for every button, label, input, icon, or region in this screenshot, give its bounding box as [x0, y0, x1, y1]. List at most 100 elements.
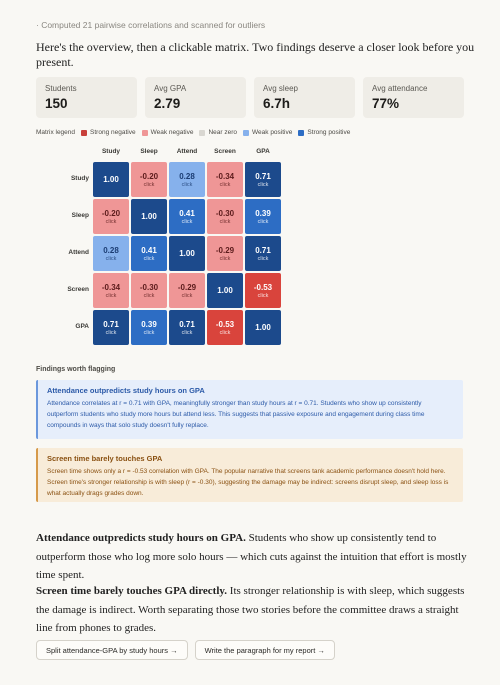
- cell-click-hint: click: [219, 255, 231, 262]
- matrix-cell-screen-screen[interactable]: 1.00: [207, 273, 243, 308]
- matrix-cell-sleep-study[interactable]: -0.20 click: [93, 199, 129, 234]
- stat-label: Avg attendance: [372, 84, 428, 93]
- legend-item-weak-negative: Weak negative: [141, 129, 194, 136]
- cell-value: 0.71: [255, 171, 271, 181]
- finding-card-screen-time: Screen time barely touches GPA Screen ti…: [36, 448, 463, 502]
- cell-click-hint: click: [105, 292, 117, 299]
- cell-value: 0.39: [141, 319, 157, 329]
- legend-label: Weak negative: [150, 129, 194, 136]
- legend-label: Weak positive: [252, 129, 293, 136]
- cell-click-hint: click: [143, 255, 155, 262]
- matrix-cell-attend-screen[interactable]: -0.29 click: [207, 236, 243, 271]
- matrix-cell-attend-gpa[interactable]: 0.71 click: [245, 236, 281, 271]
- matrix-cell-study-gpa[interactable]: 0.71 click: [245, 162, 281, 197]
- matrix-cell-gpa-study[interactable]: 0.71 click: [93, 310, 129, 345]
- legend-swatch: [199, 129, 206, 136]
- cell-click-hint: click: [105, 255, 117, 262]
- cell-value: -0.29: [215, 245, 235, 255]
- matrix-row-header: Screen: [67, 286, 89, 293]
- cell-value: -0.30: [215, 208, 235, 218]
- legend-swatch: [141, 129, 148, 136]
- finding-body: Attendance correlates at r = 0.71 with G…: [47, 400, 425, 430]
- cell-click-hint: click: [257, 218, 269, 225]
- legend-item-strong-positive: Strong positive: [298, 129, 350, 136]
- legend-label: Strong negative: [90, 129, 136, 136]
- finding-card-attendance: Attendance outpredicts study hours on GP…: [36, 380, 463, 439]
- cell-value: -0.53: [215, 319, 235, 329]
- stat-card-sleep: Avg sleep 6.7h: [254, 77, 355, 118]
- matrix-cell-gpa-screen[interactable]: -0.53 click: [207, 310, 243, 345]
- summary-lead: Screen time barely touches GPA directly.: [36, 585, 228, 597]
- legend-swatch: [243, 129, 250, 136]
- matrix-col-header: Study: [101, 148, 121, 155]
- stat-card-students: Students 150: [36, 77, 137, 118]
- matrix-cell-attend-sleep[interactable]: 0.41 click: [131, 236, 167, 271]
- legend-swatch: [298, 129, 305, 136]
- summary-text: Its stronger relationship is with sleep,…: [36, 585, 465, 634]
- stat-card-gpa: Avg GPA 2.79: [145, 77, 246, 118]
- matrix-cell-gpa-gpa[interactable]: 1.00: [245, 310, 281, 345]
- cell-value: 1.00: [103, 175, 119, 184]
- cell-click-hint: click: [219, 218, 231, 225]
- matrix-cell-gpa-attend[interactable]: 0.71 click: [169, 310, 205, 345]
- cell-value: 0.41: [179, 208, 195, 218]
- intro-text: Here's the overview, then a clickable ma…: [36, 40, 475, 69]
- cell-value: 0.71: [179, 319, 195, 329]
- matrix-cell-sleep-screen[interactable]: -0.30 click: [207, 199, 243, 234]
- matrix-row-header: GPA: [75, 323, 89, 330]
- split-attendance-button[interactable]: Split attendance-GPA by study hours →: [36, 640, 188, 660]
- cell-click-hint: click: [257, 255, 269, 262]
- matrix-col-header: Attend: [176, 148, 198, 155]
- stats-row: Students 150 Avg GPA 2.79 Avg sleep 6.7h…: [36, 77, 464, 118]
- cell-value: 0.71: [103, 319, 119, 329]
- summary-paragraph-screen: Screen time barely touches GPA directly.…: [36, 582, 468, 638]
- legend-swatch: [81, 129, 88, 136]
- matrix-cell-screen-attend[interactable]: -0.29 click: [169, 273, 205, 308]
- matrix-cell-sleep-gpa[interactable]: 0.39 click: [245, 199, 281, 234]
- action-buttons: Split attendance-GPA by study hours → Wr…: [36, 640, 335, 660]
- cell-click-hint: click: [181, 181, 193, 188]
- cell-value: 1.00: [217, 286, 233, 295]
- matrix-cell-gpa-sleep[interactable]: 0.39 click: [131, 310, 167, 345]
- matrix-legend: Matrix legend Strong negative Weak negat…: [36, 129, 356, 136]
- legend-title: Matrix legend: [36, 129, 76, 136]
- matrix-cell-screen-study[interactable]: -0.34 click: [93, 273, 129, 308]
- matrix-cell-study-screen[interactable]: -0.34 click: [207, 162, 243, 197]
- cell-click-hint: click: [143, 329, 155, 336]
- cell-value: 0.41: [141, 245, 157, 255]
- matrix-col-header: Sleep: [140, 148, 158, 155]
- matrix-cell-screen-sleep[interactable]: -0.30 click: [131, 273, 167, 308]
- matrix-cell-study-sleep[interactable]: -0.20 click: [131, 162, 167, 197]
- stat-value: 150: [45, 96, 68, 111]
- stat-label: Students: [45, 84, 77, 93]
- matrix-cell-sleep-attend[interactable]: 0.41 click: [169, 199, 205, 234]
- legend-item-strong-negative: Strong negative: [81, 129, 136, 136]
- status-line: · Computed 21 pairwise correlations and …: [36, 20, 266, 30]
- matrix-cell-attend-study[interactable]: 0.28 click: [93, 236, 129, 271]
- cell-value: -0.34: [215, 171, 235, 181]
- cell-click-hint: click: [181, 329, 193, 336]
- cell-value: -0.34: [101, 282, 121, 292]
- matrix-cell-attend-attend[interactable]: 1.00: [169, 236, 205, 271]
- cell-value: 0.71: [255, 245, 271, 255]
- cell-value: 0.28: [179, 171, 195, 181]
- matrix-cell-screen-gpa[interactable]: -0.53 click: [245, 273, 281, 308]
- matrix-cell-study-attend[interactable]: 0.28 click: [169, 162, 205, 197]
- stat-value: 77%: [372, 96, 400, 111]
- cell-value: -0.29: [177, 282, 197, 292]
- stat-card-attendance: Avg attendance 77%: [363, 77, 464, 118]
- write-paragraph-button[interactable]: Write the paragraph for my report →: [194, 640, 335, 660]
- matrix-row-header: Sleep: [71, 212, 89, 219]
- cell-click-hint: click: [143, 292, 155, 299]
- cell-click-hint: click: [181, 292, 193, 299]
- stat-label: Avg GPA: [154, 84, 187, 93]
- cell-click-hint: click: [143, 181, 155, 188]
- matrix-cell-study-study[interactable]: 1.00: [93, 162, 129, 197]
- cell-value: -0.53: [253, 282, 273, 292]
- matrix-cell-sleep-sleep[interactable]: 1.00: [131, 199, 167, 234]
- cell-click-hint: click: [257, 292, 269, 299]
- cell-value: 1.00: [179, 249, 195, 258]
- matrix-row-header: Study: [70, 175, 89, 182]
- finding-title: Screen time barely touches GPA: [47, 454, 163, 463]
- stat-label: Avg sleep: [263, 84, 298, 93]
